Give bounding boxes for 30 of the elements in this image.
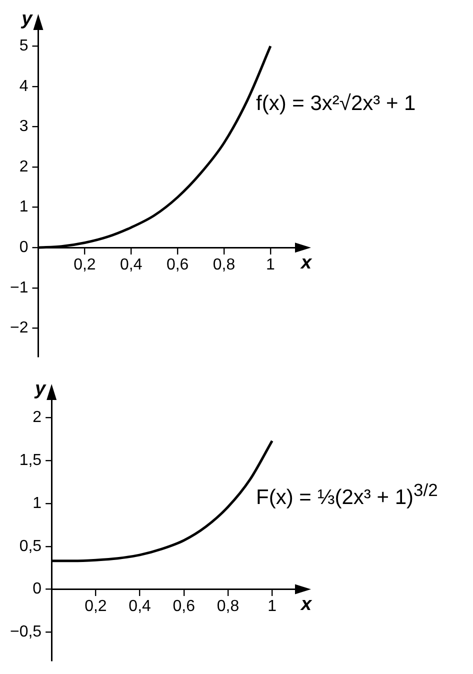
y-axis-title: y xyxy=(34,378,48,400)
x-tick-label: 1 xyxy=(268,598,277,616)
y-tick-label: 2 xyxy=(19,158,28,176)
annotation: F(x) = ⅓(2x³ + 1)$^{3/2}$ xyxy=(256,480,438,510)
y-tick-label: 0 xyxy=(32,580,42,598)
y-tick-label: −0,5 xyxy=(10,624,42,641)
y-tick-label: 0 xyxy=(19,239,28,256)
x-tick-label: 0,2 xyxy=(74,256,96,274)
y-tick-label: −2 xyxy=(10,320,28,337)
y-axis-title: y xyxy=(20,8,34,30)
y-tick-label: 0,5 xyxy=(19,538,42,555)
y-tick-label: 5 xyxy=(19,38,28,55)
y-tick-label: 1 xyxy=(19,198,28,216)
y-tick-label: 4 xyxy=(19,78,28,95)
y-tick-label: 3 xyxy=(19,118,28,136)
x-tick-label: 0,2 xyxy=(84,598,107,616)
x-tick-label: 0,4 xyxy=(128,598,152,616)
x-tick-label: 0,6 xyxy=(166,256,189,274)
x-tick-label: 0,4 xyxy=(120,256,142,274)
y-tick-label: 1 xyxy=(32,494,42,512)
x-tick-label: 0,6 xyxy=(172,598,196,616)
x-tick-label: 1 xyxy=(266,256,276,274)
x-axis-title: x xyxy=(300,252,313,274)
x-axis-title: x xyxy=(300,594,313,615)
annotation: f(x) = 3x²√2x³ + 1 xyxy=(256,92,416,116)
x-tick-label: 0,8 xyxy=(212,256,236,274)
y-tick-label: 1,5 xyxy=(19,452,42,470)
y-tick-label: 2 xyxy=(32,409,42,426)
x-tick-label: 0,8 xyxy=(216,598,240,616)
y-tick-label: −1 xyxy=(10,279,28,296)
